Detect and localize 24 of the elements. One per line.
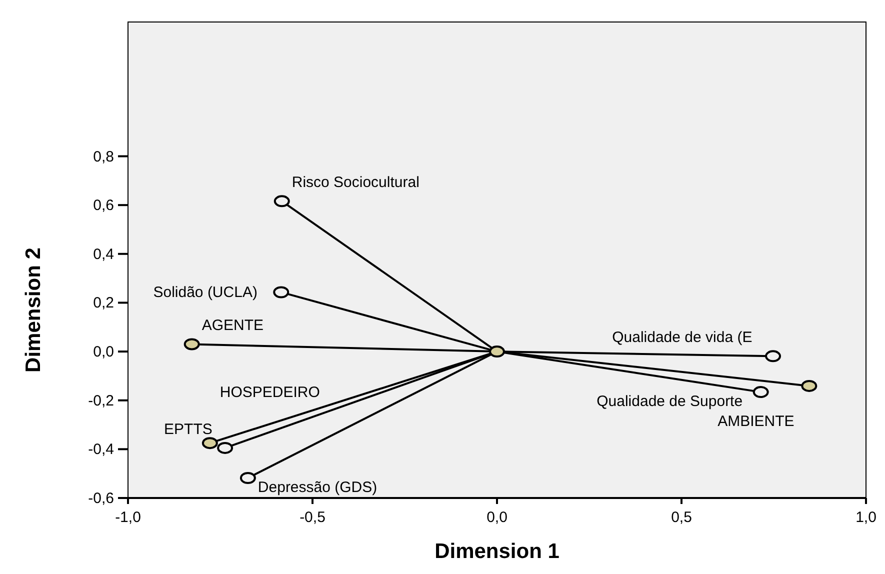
y-tick-label: -0,4 bbox=[88, 441, 114, 458]
annotation: Qualidade de Suporte bbox=[596, 393, 743, 410]
y-tick-label: 0,0 bbox=[93, 344, 114, 361]
y-tick-label: 0,4 bbox=[93, 246, 114, 263]
y-tick-label: -0,2 bbox=[88, 392, 114, 410]
annotation: AMBIENTE bbox=[718, 412, 794, 430]
x-tick-label: -0,5 bbox=[300, 509, 326, 526]
x-tick-label: 0,0 bbox=[486, 509, 508, 526]
annotation: Depressão (GDS) bbox=[258, 478, 378, 496]
annotation: AGENTE bbox=[202, 317, 264, 334]
y-axis-title: Dimension 2 bbox=[22, 248, 45, 372]
x-axis-title: Dimension 1 bbox=[434, 540, 560, 563]
x-tick-label: 0,5 bbox=[671, 509, 692, 526]
annotation: Risco Sociocultural bbox=[292, 174, 420, 192]
y-tick-label: 0,8 bbox=[93, 148, 114, 166]
annotation: HOSPEDEIRO bbox=[220, 384, 320, 402]
x-tick-label: -1,0 bbox=[115, 509, 141, 526]
x-tick-label: 1,0 bbox=[856, 509, 876, 526]
annotation: EPTTS bbox=[164, 420, 212, 438]
annotation: Qualidade de vida (E bbox=[612, 329, 752, 346]
annotation: Solidão (UCLA) bbox=[153, 284, 258, 302]
y-tick-label: -0,6 bbox=[88, 490, 114, 507]
y-tick-label: 0,6 bbox=[93, 197, 114, 214]
y-tick-label: 0,2 bbox=[93, 294, 114, 312]
